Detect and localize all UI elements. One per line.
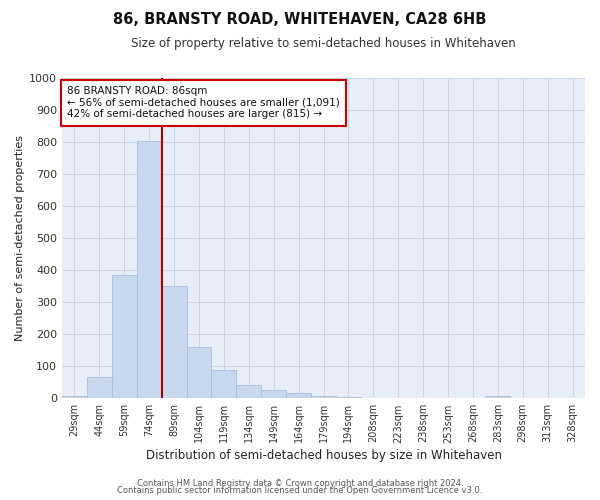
Bar <box>286 392 311 398</box>
Bar <box>236 385 261 398</box>
Bar <box>187 347 211 399</box>
Bar <box>485 396 510 398</box>
Bar <box>137 140 161 398</box>
Text: Contains HM Land Registry data © Crown copyright and database right 2024.: Contains HM Land Registry data © Crown c… <box>137 478 463 488</box>
Y-axis label: Number of semi-detached properties: Number of semi-detached properties <box>15 135 25 341</box>
Text: 86, BRANSTY ROAD, WHITEHAVEN, CA28 6HB: 86, BRANSTY ROAD, WHITEHAVEN, CA28 6HB <box>113 12 487 28</box>
Title: Size of property relative to semi-detached houses in Whitehaven: Size of property relative to semi-detach… <box>131 38 516 51</box>
Bar <box>311 396 336 398</box>
Bar <box>62 396 87 398</box>
Bar <box>261 390 286 398</box>
Bar <box>336 396 361 398</box>
Bar <box>211 370 236 398</box>
Bar <box>87 377 112 398</box>
X-axis label: Distribution of semi-detached houses by size in Whitehaven: Distribution of semi-detached houses by … <box>146 450 502 462</box>
Bar <box>112 275 137 398</box>
Bar <box>161 286 187 399</box>
Text: Contains public sector information licensed under the Open Government Licence v3: Contains public sector information licen… <box>118 486 482 495</box>
Text: 86 BRANSTY ROAD: 86sqm
← 56% of semi-detached houses are smaller (1,091)
42% of : 86 BRANSTY ROAD: 86sqm ← 56% of semi-det… <box>67 86 340 120</box>
